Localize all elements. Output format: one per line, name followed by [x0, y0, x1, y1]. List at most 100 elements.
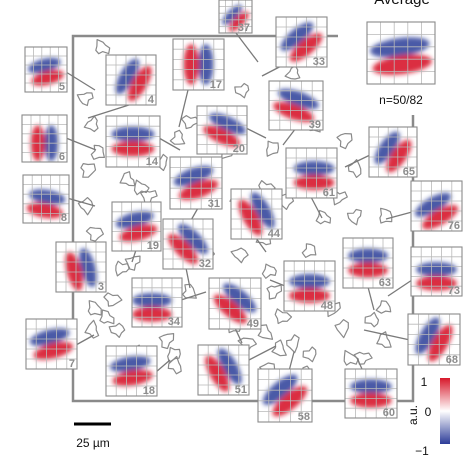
cell-id-label: 37 [238, 22, 250, 34]
connector-line [66, 197, 96, 207]
average-count: n=50/82 [379, 93, 423, 107]
off-subfield [416, 262, 457, 277]
off-subfield [111, 126, 155, 142]
off-subfield [280, 22, 314, 51]
soma-outline [302, 346, 317, 363]
soma-outline [301, 243, 317, 258]
cell-id-label: 32 [199, 258, 211, 270]
average-panel: Average n=50/82 [366, 0, 436, 107]
off-subfield [277, 88, 319, 110]
on-subfield [183, 44, 199, 85]
soma-outline [266, 140, 280, 157]
cell-id-label: 18 [143, 385, 155, 397]
rf-tile-4: 4 [105, 54, 157, 106]
cell-id-label: 8 [61, 212, 67, 224]
rf-tile-39: 39 [268, 80, 324, 131]
soma-outline [286, 334, 300, 354]
soma-outline [343, 349, 359, 366]
scale-bar-label: 25 µm [76, 436, 110, 450]
connector-line [87, 103, 133, 119]
cell-id-label: 5 [59, 81, 65, 93]
connector-line [245, 127, 267, 139]
cell-id-label: 68 [446, 354, 458, 366]
soma-outline [108, 322, 126, 338]
on-subfield [416, 276, 457, 291]
connector-line [65, 71, 96, 91]
soma-outline [334, 319, 349, 339]
connector-line [387, 279, 413, 297]
soma-outline [124, 255, 141, 271]
rf-tile-7: 7 [25, 318, 78, 370]
connector-line [65, 137, 97, 151]
off-subfield [415, 317, 441, 355]
off-subfield [222, 283, 257, 313]
rf-tile-65: 65 [368, 126, 418, 178]
rf-tile-44: 44 [230, 188, 283, 240]
soma-outline [346, 208, 362, 226]
rf-tile-14: 14 [105, 115, 161, 168]
connector-line [344, 154, 371, 168]
soma-outline [119, 171, 136, 187]
soma-outline [274, 308, 293, 325]
soma-outline [115, 260, 131, 277]
off-subfield [370, 37, 430, 58]
connector-line [235, 32, 259, 63]
average-title: Average [374, 0, 430, 8]
cell-id-label: 48 [321, 300, 333, 312]
rf-tile-49: 49 [208, 277, 262, 330]
soma-outline [271, 339, 287, 357]
on-subfield [289, 33, 323, 62]
rf-tile-19: 19 [111, 201, 162, 252]
soma-outline [182, 283, 197, 299]
off-subfield [115, 211, 154, 229]
soma-outline [84, 319, 100, 339]
rf-tile-5: 5 [24, 46, 68, 93]
on-subfield [238, 199, 263, 236]
soma-outline [85, 226, 105, 242]
cell-id-label: 39 [309, 119, 321, 131]
rf-tile-8: 8 [22, 174, 70, 224]
rf-tile-3: 3 [55, 241, 107, 293]
on-subfield [111, 141, 155, 157]
connector-line [356, 357, 363, 370]
connector-line [234, 327, 243, 344]
colorbar-mid: 0 [425, 405, 432, 419]
connector-line [75, 334, 95, 346]
soma-outline [99, 309, 115, 325]
soma-outline [140, 190, 158, 204]
off-subfield [28, 57, 61, 74]
connector-line [288, 351, 295, 372]
off-subfield [29, 189, 66, 205]
off-subfield [78, 248, 97, 288]
connector-line [363, 329, 411, 341]
rf-tile-20: 20 [196, 105, 248, 155]
cell-id-label: 73 [448, 285, 460, 297]
colorbar: 1 0 −1 a.u. [406, 375, 450, 456]
cell-id-label: 14 [146, 156, 159, 168]
connector-line [367, 286, 375, 311]
on-subfield [289, 288, 330, 304]
rf-tile-17: 17 [172, 38, 225, 91]
cell-id-label: 33 [313, 56, 325, 68]
on-subfield [372, 54, 432, 75]
off-subfield [350, 379, 392, 394]
rf-tile-6: 6 [21, 114, 68, 163]
soma-outline [87, 300, 102, 316]
rf-tile-32: 32 [162, 218, 214, 270]
colorbar-max: 1 [421, 375, 428, 389]
soma-outline [379, 207, 393, 224]
soma-outline [261, 263, 277, 279]
soma-outline [336, 133, 353, 150]
on-subfield [213, 294, 248, 324]
on-subfield [427, 324, 453, 362]
connector-line [185, 267, 191, 289]
connector-line [269, 279, 286, 287]
connector-line [180, 291, 207, 301]
soma-outline [266, 284, 283, 300]
cell-id-label: 51 [235, 384, 247, 396]
cell-id-label: 3 [98, 281, 104, 293]
cell-id-label: 19 [147, 240, 159, 252]
cell-id-label: 20 [233, 143, 245, 155]
cell-id-label: 60 [383, 407, 395, 419]
